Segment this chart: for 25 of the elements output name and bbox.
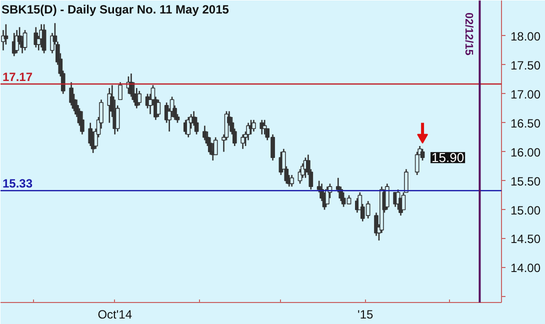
y-tick-label: 14.50 [510, 232, 541, 246]
y-tick-label: 15.50 [510, 174, 541, 188]
y-tick-label: 16.50 [510, 116, 541, 130]
candlestick [240, 134, 245, 150]
chart-title: SBK15(D) - Daily Sugar No. 11 May 2015 [2, 2, 230, 16]
candlestick [118, 82, 122, 100]
x-tick-label: Oct'14 [98, 308, 132, 322]
candlestick [262, 119, 267, 136]
candlestick [156, 98, 161, 118]
candlestick [252, 119, 256, 132]
y-tick-label: 15.00 [510, 203, 541, 218]
y-tick-label: 14.00 [510, 261, 541, 276]
ref-line-label: 17.17 [2, 70, 33, 84]
y-tick-label: 18.00 [510, 29, 541, 44]
x-tick-label: '15 [358, 308, 374, 322]
candlestick [404, 168, 408, 194]
ref-line-label: 02/12/15 [462, 12, 475, 56]
candlestick [14, 29, 20, 54]
y-tick-label: 17.00 [510, 87, 541, 102]
candlestick [80, 110, 84, 136]
y-tick-label: 17.50 [510, 58, 541, 72]
candlestick [186, 116, 191, 138]
ref-line-label: 15.33 [2, 176, 33, 191]
annotation: 15.90 [432, 150, 464, 166]
y-tick-label: 16.00 [510, 145, 541, 160]
